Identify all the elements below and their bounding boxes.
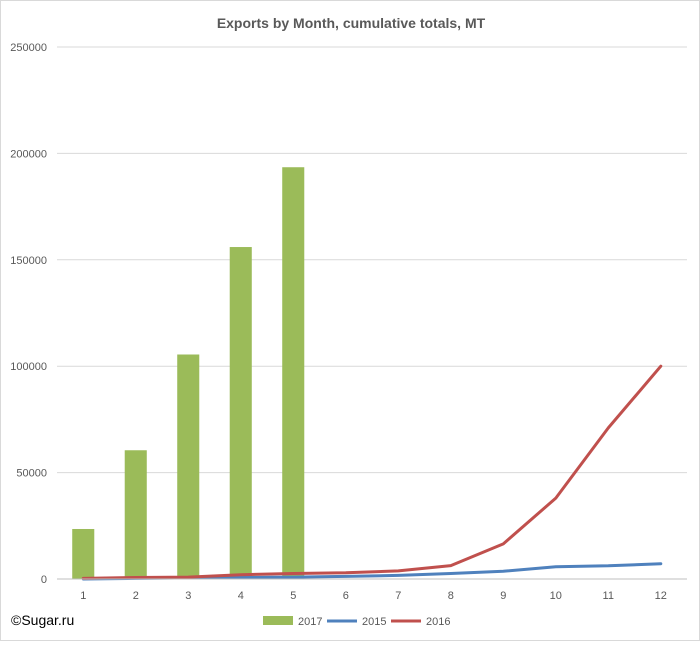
y-tick-label: 50000 [16,468,47,480]
y-tick-label: 200000 [10,148,47,160]
x-tick-label: 5 [290,590,296,602]
y-axis-tick-labels: 0 50000 100000 150000 200000 250000 [10,42,47,586]
legend: 2017 2015 2016 [263,616,450,628]
line-series-2016 [81,364,663,580]
x-tick-label: 3 [185,590,191,602]
bar-2017-3 [177,354,200,579]
bar-2017-5 [282,167,305,579]
legend-item-2015: 2015 [327,616,386,628]
x-tick-label: 10 [550,590,562,602]
gridlines [57,46,687,474]
x-tick-label: 2 [133,590,139,602]
x-tick-label: 7 [395,590,401,602]
legend-label: 2017 [298,616,322,628]
legend-label: 2015 [362,616,386,628]
x-tick-label: 8 [448,590,454,602]
bar-2017-4 [229,247,252,580]
x-tick-label: 4 [238,590,244,602]
copyright-text: ©Sugar.ru [11,612,75,628]
x-tick-label: 12 [655,590,667,602]
x-tick-label: 9 [500,590,506,602]
x-tick-label: 11 [603,590,614,602]
y-tick-label: 250000 [10,42,47,54]
x-tick-label: 1 [80,590,86,602]
x-tick-label: 6 [343,590,349,602]
bar-2017-1 [72,528,95,579]
chart-title: Exports by Month, cumulative totals, MT [217,15,486,31]
bars-2017 [72,167,305,580]
y-tick-label: 150000 [10,255,47,267]
x-axis-tick-labels: 1 2 3 4 5 6 7 8 9 10 11 12 [80,590,667,602]
legend-item-2016: 2016 [391,616,450,628]
legend-item-2017: 2017 [263,616,322,628]
bar-2017-2 [124,450,147,579]
series-lines [81,364,663,581]
y-tick-label: 0 [41,574,47,586]
legend-swatch [263,616,293,625]
y-tick-label: 100000 [10,361,47,373]
legend-label: 2016 [426,616,450,628]
